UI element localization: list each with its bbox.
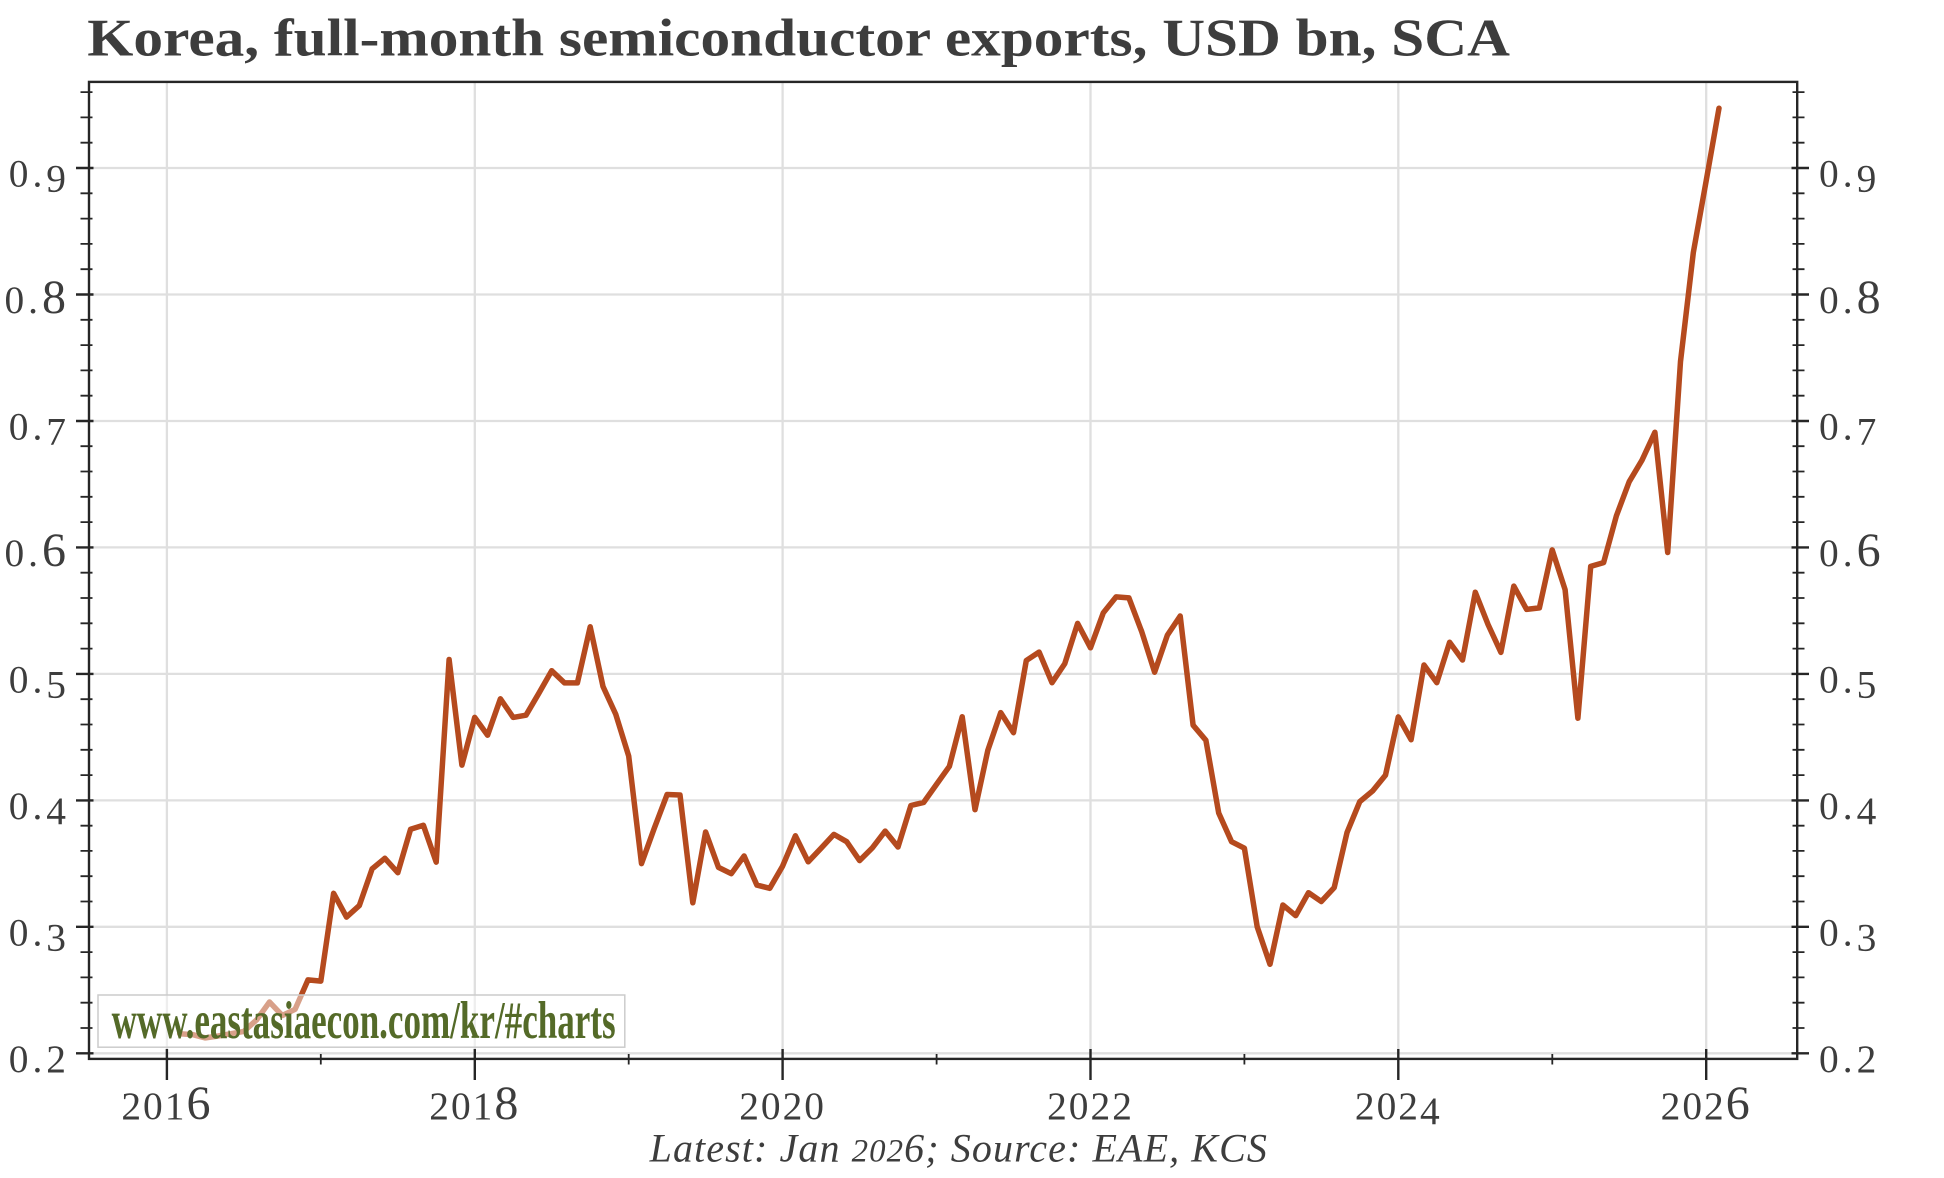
svg-text:0.2: 0.2 <box>9 1037 70 1081</box>
svg-text:2022: 2022 <box>1047 1084 1134 1128</box>
svg-text:Latest: Jan 2026; Source: EAE,: Latest: Jan 2026; Source: EAE, KCS <box>649 1125 1268 1170</box>
svg-text:0.2: 0.2 <box>1819 1037 1880 1081</box>
svg-text:0.5: 0.5 <box>9 657 70 706</box>
svg-text:0.4: 0.4 <box>9 784 70 833</box>
svg-text:0.6: 0.6 <box>4 524 70 577</box>
svg-text:0.7: 0.7 <box>9 405 70 454</box>
svg-text:2018: 2018 <box>429 1077 520 1130</box>
svg-text:0.7: 0.7 <box>1819 405 1880 454</box>
svg-text:Korea, full-month semiconducto: Korea, full-month semiconductor exports,… <box>87 10 1510 68</box>
svg-text:2024: 2024 <box>1355 1084 1442 1133</box>
svg-text:0.9: 0.9 <box>1819 152 1880 201</box>
svg-text:2020: 2020 <box>739 1084 826 1128</box>
svg-text:0.8: 0.8 <box>4 271 70 324</box>
svg-text:0.3: 0.3 <box>9 910 70 959</box>
svg-text:0.9: 0.9 <box>9 152 70 201</box>
svg-text:0.6: 0.6 <box>1819 524 1885 577</box>
svg-text:2016: 2016 <box>121 1077 212 1130</box>
svg-text:0.3: 0.3 <box>1819 910 1880 959</box>
svg-text:0.4: 0.4 <box>1819 784 1880 833</box>
svg-text:2026: 2026 <box>1661 1077 1752 1130</box>
svg-text:0.5: 0.5 <box>1819 657 1880 706</box>
svg-text:0.8: 0.8 <box>1819 271 1885 324</box>
svg-text:www.eastasiaecon.com/kr/#chart: www.eastasiaecon.com/kr/#charts <box>112 991 616 1050</box>
